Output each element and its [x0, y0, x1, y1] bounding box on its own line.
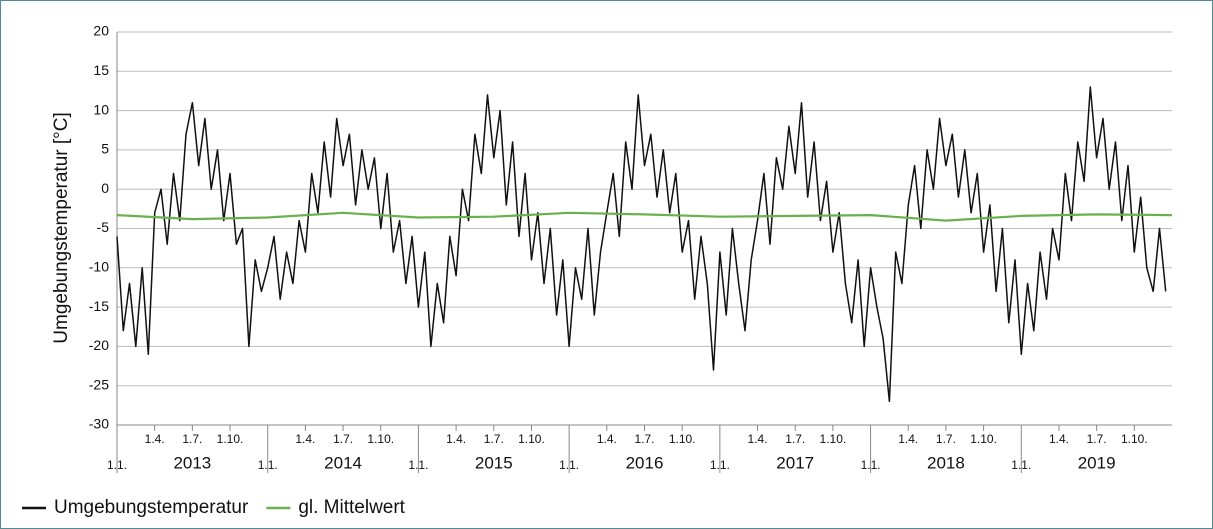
y-tick-label: -5 [97, 219, 110, 235]
x-tick-label: 1.10. [970, 432, 997, 446]
x-tick-label: 1.4. [295, 432, 315, 446]
x-tick-label: 1.4. [446, 432, 466, 446]
x-tick-label: 1.10. [669, 432, 696, 446]
x-tick-label: 1.1. [861, 458, 881, 472]
x-tick-label: 1.1. [1011, 458, 1031, 472]
x-tick-label: 1.10. [518, 432, 545, 446]
year-label: 2015 [475, 453, 513, 472]
x-tick-label: 1.7. [936, 432, 956, 446]
year-label: 2016 [626, 453, 664, 472]
x-tick-label: 1.1. [710, 458, 730, 472]
x-tick-label: 1.4. [1049, 432, 1069, 446]
y-tick-label: -15 [89, 298, 109, 314]
data-line [116, 86, 1167, 403]
x-tick-label: 1.7. [484, 432, 504, 446]
year-label: 2018 [927, 453, 965, 472]
year-label: 2019 [1078, 453, 1116, 472]
y-tick-label: -20 [89, 337, 109, 353]
y-tick-label: -30 [89, 416, 109, 432]
x-tick-label: 1.7. [785, 432, 805, 446]
x-tick-label: 1.4. [145, 432, 165, 446]
x-tick-label: 1.4. [748, 432, 768, 446]
y-tick-label: 10 [93, 101, 109, 117]
x-tick-label: 1.7. [634, 432, 654, 446]
legend-label: Umgebungstemperatur [54, 497, 249, 518]
x-tick-label: 1.10. [217, 432, 244, 446]
x-tick-label: 1.10. [820, 432, 847, 446]
year-label: 2013 [173, 453, 211, 472]
y-tick-label: -10 [89, 259, 109, 275]
y-tick-label: 0 [101, 180, 109, 196]
y-tick-label: 20 [93, 23, 109, 39]
x-tick-label: 1.1. [258, 458, 278, 472]
x-tick-label: 1.7. [1087, 432, 1107, 446]
y-tick-label: 15 [93, 62, 109, 78]
x-tick-label: 1.1. [107, 458, 127, 472]
x-tick-label: 1.1. [559, 458, 579, 472]
y-tick-label: -25 [89, 376, 109, 392]
x-tick-label: 1.10. [367, 432, 394, 446]
x-tick-label: 1.7. [182, 432, 202, 446]
year-label: 2017 [776, 453, 814, 472]
x-tick-label: 1.7. [333, 432, 353, 446]
legend-label: gl. Mittelwert [298, 497, 405, 518]
year-label: 2014 [324, 453, 362, 472]
x-tick-label: 1.4. [597, 432, 617, 446]
x-tick-label: 1.10. [1121, 432, 1148, 446]
data-line [116, 211, 1173, 222]
y-tick-label: 5 [101, 141, 109, 157]
x-tick-label: 1.1. [408, 458, 428, 472]
y-axis-label: Umgebungstemperatur [°C] [51, 112, 72, 343]
x-tick-label: 1.4. [898, 432, 918, 446]
